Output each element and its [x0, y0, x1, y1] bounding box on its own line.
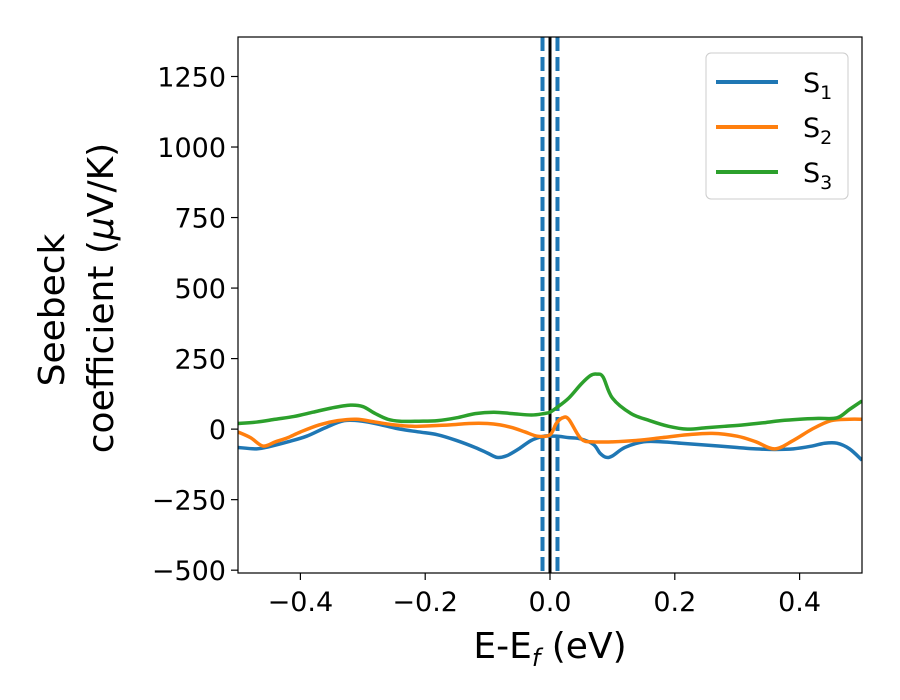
y-axis-title-line2: coefficient (μV/K)	[81, 143, 122, 453]
legend: S1 S2 S3	[705, 52, 849, 200]
series-line-s3	[238, 372, 862, 431]
y-tick-label: 250	[174, 345, 226, 376]
legend-item-s1: S1	[716, 68, 832, 104]
legend-label: S1	[803, 68, 832, 104]
legend-label: S2	[803, 113, 832, 149]
legend-item-s2: S2	[716, 113, 832, 149]
x-tick-label: −0.2	[392, 587, 458, 618]
y-tick-label: 1000	[157, 133, 226, 164]
legend-label: S3	[803, 158, 832, 194]
y-axis-title-line1: Seebeck	[32, 233, 73, 386]
x-tick-label: 0.2	[653, 587, 696, 618]
series-line-s2	[238, 415, 862, 451]
x-axis-ticks: −0.4 −0.2 0.0 0.2 0.4	[268, 573, 821, 618]
legend-item-s3: S3	[716, 158, 832, 194]
reference-lines	[540, 37, 560, 573]
x-tick-label: 0.4	[778, 587, 821, 618]
y-axis-title: Seebeck coefficient (μV/K)	[32, 143, 122, 453]
y-tick-label: 500	[174, 274, 226, 305]
y-tick-label: 750	[174, 204, 226, 235]
y-tick-label: 0	[209, 415, 226, 446]
y-tick-label: −250	[152, 486, 226, 517]
series-lines	[238, 372, 862, 462]
x-axis-title: E-Ef (eV)	[473, 626, 626, 672]
y-tick-label: 1250	[157, 62, 226, 93]
y-tick-label: −500	[152, 556, 226, 587]
x-tick-label: 0.0	[529, 587, 572, 618]
x-tick-label: −0.4	[268, 587, 334, 618]
y-axis-ticks: −500 −250 0 250 500 750 1000 1250	[152, 62, 238, 587]
